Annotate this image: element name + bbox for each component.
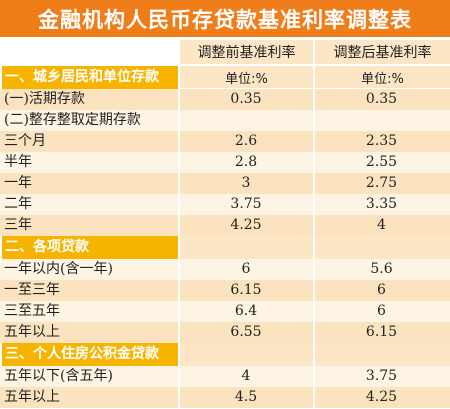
table-row: 三个月 2.6 2.35 [0,131,450,152]
rate-after: 4.25 [365,389,398,405]
rate-before: 6.55 [230,324,262,340]
table-row: 半年 2.8 2.55 [0,152,450,173]
rate-before: 4 [241,368,251,384]
rate-after [315,110,448,131]
row-label: 半年 [4,154,32,170]
rate-after: 2.55 [365,154,398,170]
unit-after: 单位:% [315,66,450,88]
table-row: (二)整存整取定期存款 [0,110,450,131]
section-loans: 二、各项贷款 [2,236,178,259]
row-label: (二)整存整取定期存款 [4,112,141,128]
rate-before: 2.8 [234,154,258,170]
rate-after: 6 [377,282,386,298]
row-label: 五年以下(含五年) [4,368,113,384]
rate-before: 4.25 [230,217,262,233]
rate-after: 3.35 [365,196,398,212]
table-row: 三年 4.25 4 [0,215,450,236]
rate-before: 3 [241,175,251,191]
rate-after: 6 [377,303,386,319]
row-label: 五年以上 [4,324,60,340]
section-deposits: 一、城乡居民和单位存款 [2,66,178,89]
rate-after: 6.15 [365,324,398,340]
column-divider [178,40,180,409]
header-before: 调整前基准利率 [180,40,313,64]
section-band [180,236,450,259]
table-row: 五年以下(含五年) 4 3.75 [0,366,450,387]
rate-before: 6.15 [230,282,262,298]
rate-after: 4 [377,217,386,233]
table-row: 三至五年 6.4 6 [0,301,450,322]
rate-before: 0.35 [230,91,262,107]
rate-before: 3.75 [230,196,262,212]
section-band [180,343,450,366]
rate-before: 2.6 [234,133,258,149]
table-row: 一至三年 6.15 6 [0,280,450,301]
row-label: 一至三年 [4,282,60,298]
table-row: 五年以上 6.55 6.15 [0,322,450,343]
table-title: 金融机构人民币存贷款基准利率调整表 [0,0,450,37]
row-label: 一年以内(含一年) [4,261,113,277]
row-label: 三年 [4,217,32,233]
row-label: 一年 [4,175,32,191]
row-label: 二年 [4,196,32,212]
table-row: 二年 3.75 3.35 [0,194,450,215]
rate-before: 6.4 [234,303,258,319]
table-row: 一年 3 2.75 [0,173,450,194]
header-after: 调整后基准利率 [315,40,450,64]
row-label: 三个月 [4,133,46,149]
rate-after: 2.35 [365,133,398,149]
rate-after: 5.6 [370,261,393,277]
column-divider [313,40,315,409]
row-label: (一)活期存款 [4,91,85,107]
row-label: 三至五年 [4,303,60,319]
rate-before: 4.5 [234,389,258,405]
rate-before [182,110,310,131]
rate-before: 6 [241,261,251,277]
rate-after: 3.75 [365,368,398,384]
table-row: (一)活期存款 0.35 0.35 [0,89,450,110]
table-row: 一年以内(含一年) 6 5.6 [0,259,450,280]
rate-after: 0.35 [365,91,398,107]
unit-before: 单位:% [180,66,313,88]
row-label: 五年以上 [4,389,60,405]
section-housing-fund-loans: 三、个人住房公积金贷款 [2,343,178,366]
rate-after: 2.75 [365,175,398,191]
table-row: 五年以上 4.5 4.25 [0,387,450,408]
